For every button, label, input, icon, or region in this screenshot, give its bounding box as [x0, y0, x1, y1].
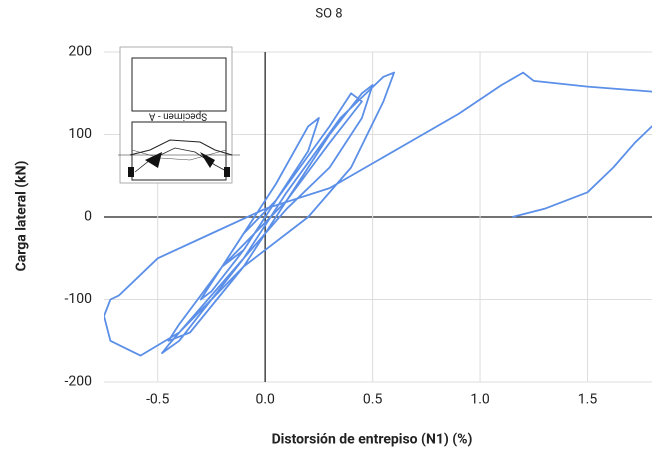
x-tick-label: 1.5: [578, 392, 598, 408]
y-tick-label: 0: [84, 209, 92, 225]
inset-caption: Specimen - A: [148, 110, 207, 121]
inset-image: Specimen - A: [118, 46, 240, 184]
x-tick-label: 0.0: [255, 392, 275, 408]
y-tick-label: -100: [65, 291, 93, 307]
x-axis-title: Distorsión de entrepiso (N1) (%): [272, 432, 473, 448]
y-axis-title: Carga lateral (kN): [14, 160, 30, 271]
y-tick-label: 100: [68, 126, 92, 142]
x-tick-label: 0.5: [363, 392, 383, 408]
chart-title: SO 8: [315, 6, 342, 21]
plot-area: [104, 71, 652, 357]
x-tick-label: -0.5: [146, 392, 169, 408]
x-tick-label: 1.0: [470, 392, 490, 408]
y-tick-label: -200: [65, 374, 93, 390]
y-tick-label: 200: [68, 44, 92, 60]
data-line: [104, 71, 652, 357]
